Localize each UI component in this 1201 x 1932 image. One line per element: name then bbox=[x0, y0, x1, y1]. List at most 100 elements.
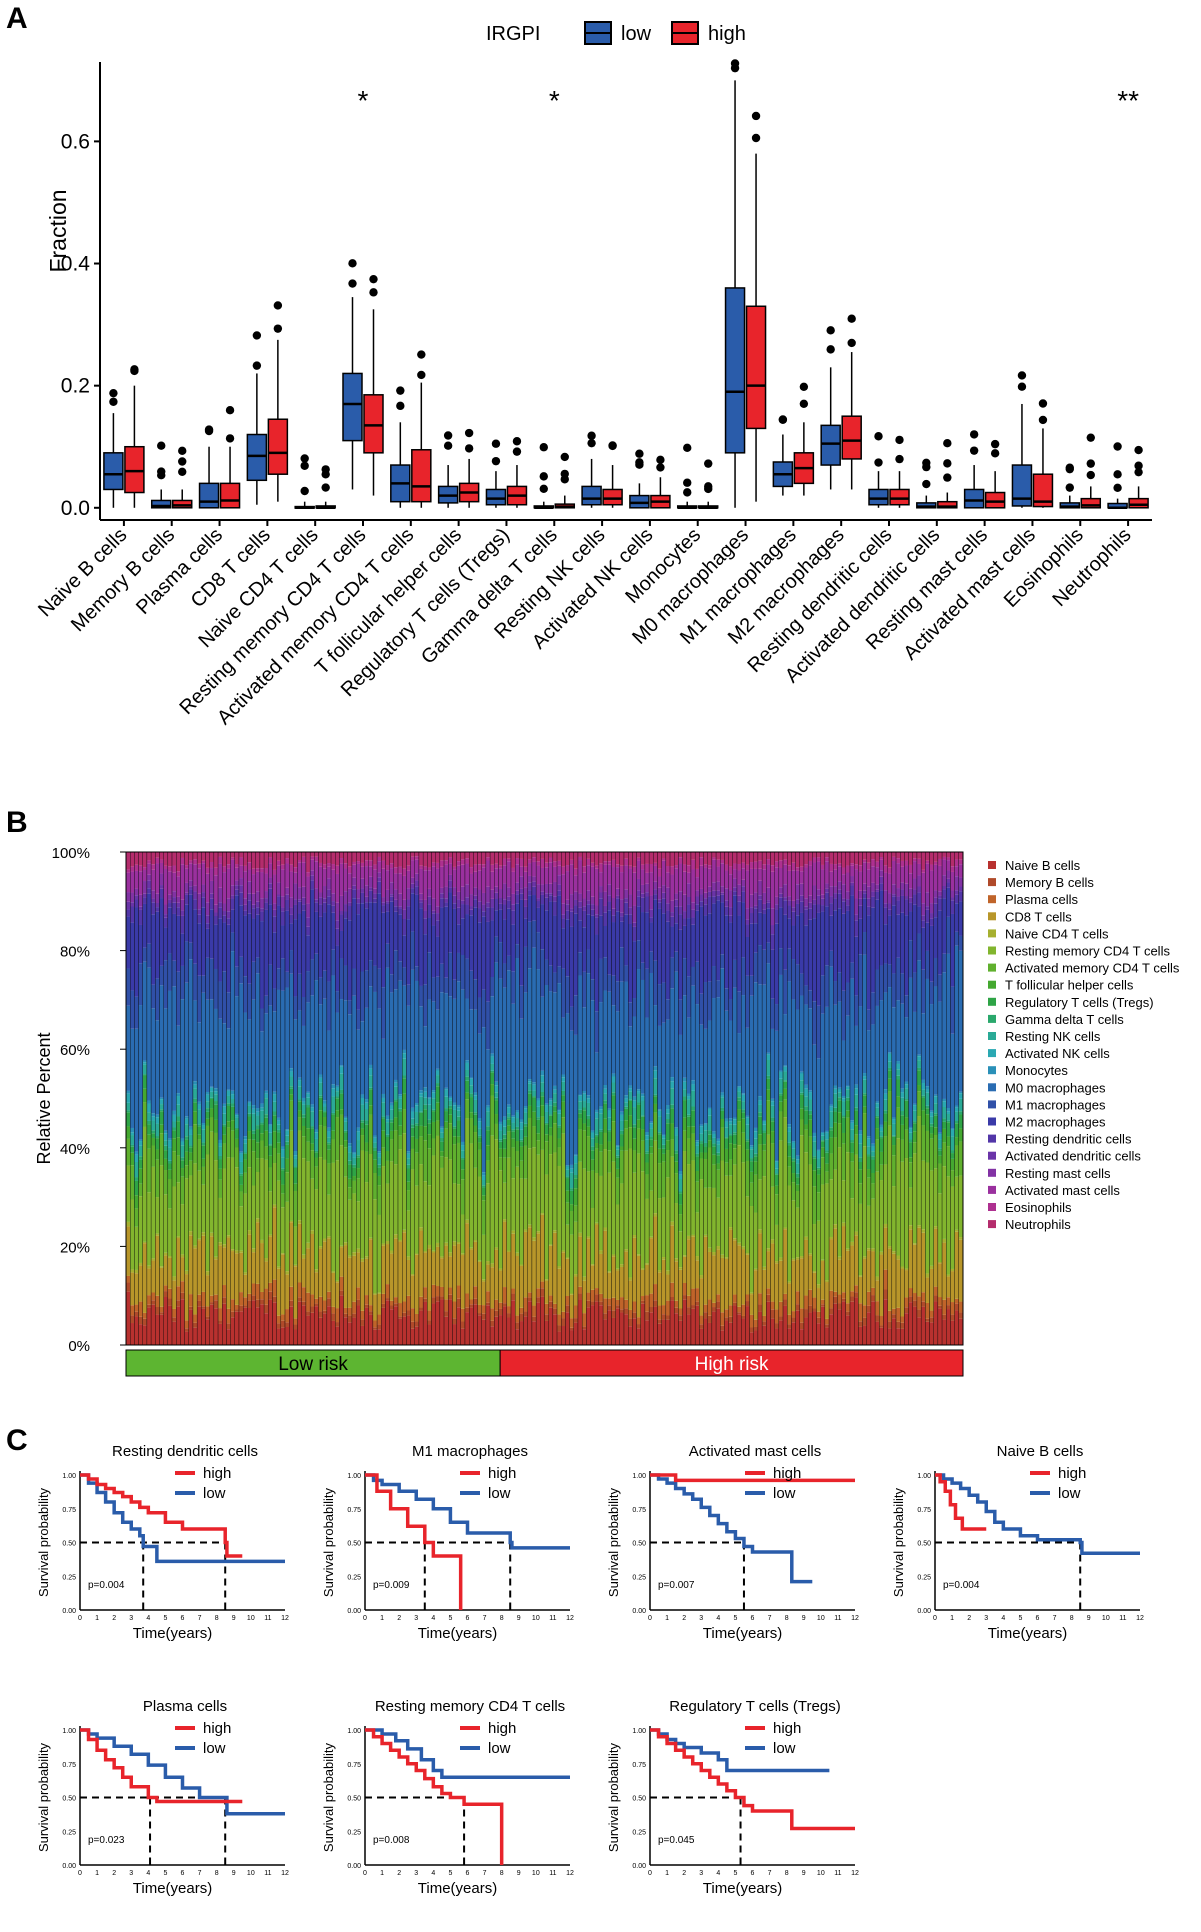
bar-segment bbox=[577, 1101, 583, 1110]
bar-segment bbox=[515, 864, 520, 883]
bar-segment bbox=[870, 1024, 876, 1144]
bar-segment bbox=[364, 860, 369, 867]
bar-segment bbox=[490, 1326, 495, 1345]
bar-segment bbox=[377, 1153, 382, 1158]
bar-segment bbox=[728, 890, 733, 908]
bar-segment bbox=[611, 922, 616, 976]
bar-segment bbox=[506, 858, 512, 862]
y-tick-label: 60% bbox=[60, 1042, 90, 1059]
bar-segment bbox=[331, 852, 336, 865]
bar-segment bbox=[176, 871, 181, 877]
bar-segment bbox=[762, 1150, 767, 1177]
bar-segment bbox=[155, 1314, 160, 1345]
bar-segment bbox=[582, 910, 587, 928]
bar-segment bbox=[259, 1304, 265, 1345]
bar-segment bbox=[808, 860, 813, 866]
bar-segment bbox=[619, 916, 625, 922]
bar-segment bbox=[444, 1111, 449, 1122]
bar-segment bbox=[787, 865, 792, 871]
bar-segment bbox=[603, 1298, 608, 1314]
bar-segment bbox=[519, 1321, 524, 1345]
bar-segment bbox=[950, 890, 955, 898]
bar-segment bbox=[757, 1229, 763, 1234]
bar-segment bbox=[339, 1290, 344, 1296]
bar-segment bbox=[724, 915, 729, 989]
outlier-point bbox=[178, 457, 187, 466]
bar-segment bbox=[644, 892, 650, 897]
bar-segment bbox=[686, 904, 691, 919]
bar-segment bbox=[460, 955, 465, 990]
bar-segment bbox=[870, 866, 876, 883]
bar-segment bbox=[707, 1187, 712, 1248]
bar-segment bbox=[197, 1124, 202, 1127]
bar-segment bbox=[285, 899, 290, 911]
bar-segment bbox=[921, 1229, 926, 1233]
bar-segment bbox=[163, 960, 168, 1009]
bar-segment bbox=[870, 1146, 876, 1152]
bar-segment bbox=[460, 1145, 465, 1151]
bar-segment bbox=[364, 1108, 369, 1121]
bar-segment bbox=[657, 899, 662, 903]
bar-segment bbox=[477, 864, 482, 871]
bar-segment bbox=[711, 1255, 717, 1303]
bar-segment bbox=[598, 863, 604, 873]
bar-segment bbox=[916, 933, 922, 961]
bar-segment bbox=[280, 1320, 286, 1328]
bar-segment bbox=[615, 1146, 620, 1150]
bar-segment bbox=[799, 866, 804, 872]
bar-segment bbox=[561, 1095, 566, 1102]
bar-segment bbox=[833, 1004, 838, 1086]
bar-segment bbox=[921, 1232, 926, 1293]
bar-segment bbox=[866, 1312, 871, 1345]
bar-segment bbox=[285, 1201, 290, 1272]
bar-segment bbox=[862, 1325, 867, 1345]
bar-segment bbox=[435, 976, 440, 1010]
bar-segment bbox=[808, 1312, 813, 1345]
outlier-point bbox=[273, 301, 283, 310]
bar-segment bbox=[795, 1257, 800, 1260]
bar-segment bbox=[636, 1317, 641, 1325]
bar-segment bbox=[628, 914, 633, 924]
bar-segment bbox=[385, 1183, 390, 1241]
bar-segment bbox=[670, 1296, 675, 1301]
bar-segment bbox=[590, 1207, 595, 1265]
bar-segment bbox=[900, 860, 905, 867]
bar-segment bbox=[854, 1231, 859, 1236]
bar-segment bbox=[845, 1085, 851, 1087]
bar-segment bbox=[159, 1124, 164, 1134]
bar-segment bbox=[862, 1258, 867, 1306]
bar-segment bbox=[569, 1188, 574, 1191]
bar-segment bbox=[816, 1288, 821, 1312]
bar-segment bbox=[879, 883, 884, 891]
bar-segment bbox=[850, 1161, 855, 1199]
bar-segment bbox=[473, 1167, 478, 1241]
bar-segment bbox=[234, 880, 239, 886]
bar-segment bbox=[925, 978, 930, 1087]
outlier-point bbox=[1038, 415, 1048, 425]
bar-segment bbox=[753, 923, 758, 953]
bar-segment bbox=[937, 1139, 943, 1149]
bar-segment bbox=[222, 1103, 227, 1107]
bar-segment bbox=[490, 1084, 495, 1096]
bar-segment bbox=[728, 1136, 733, 1144]
bar-segment bbox=[875, 852, 880, 862]
bar-segment bbox=[406, 1181, 411, 1191]
bar-segment bbox=[464, 1312, 470, 1345]
bar-segment bbox=[753, 852, 758, 862]
bar-segment bbox=[958, 935, 963, 951]
bar-segment bbox=[829, 886, 834, 897]
bar-segment bbox=[699, 1179, 704, 1276]
bar-segment bbox=[427, 1324, 432, 1345]
bar-segment bbox=[360, 1120, 365, 1123]
bar-segment bbox=[749, 913, 754, 924]
bar-segment bbox=[753, 1161, 758, 1175]
bar-segment bbox=[720, 1119, 725, 1128]
bar-segment bbox=[406, 984, 411, 1006]
bar-segment bbox=[280, 1170, 286, 1185]
bar-segment bbox=[264, 902, 269, 910]
bar-segment bbox=[205, 1154, 210, 1272]
bar-segment bbox=[176, 1121, 181, 1138]
bar-segment bbox=[757, 1134, 763, 1145]
bar-segment bbox=[803, 864, 809, 868]
bar-segment bbox=[573, 1154, 578, 1156]
